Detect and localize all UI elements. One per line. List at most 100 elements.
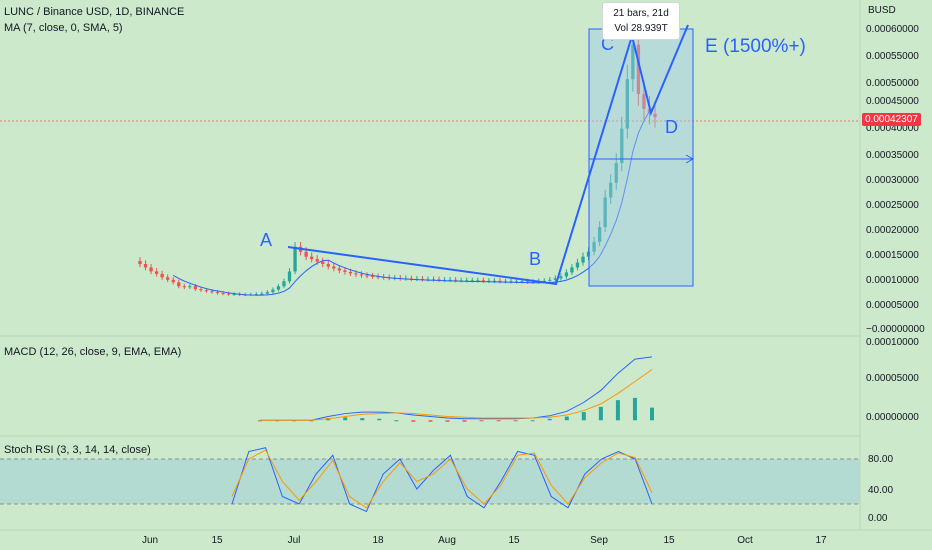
ma-line: [172, 104, 656, 296]
candle-body: [326, 264, 330, 267]
macd-pane: [258, 356, 654, 422]
candle-body: [149, 267, 153, 272]
macd-axis[interactable]: 0.00010000 0.00005000 0.00000000: [866, 337, 919, 423]
candle-body: [492, 280, 497, 282]
currency-label: BUSD: [868, 5, 896, 16]
candle-body: [210, 291, 214, 293]
candle-body: [525, 281, 530, 283]
macd-signal-line: [260, 369, 653, 421]
candle-body: [254, 294, 258, 296]
candle-body: [182, 286, 186, 288]
macd-line: [260, 356, 653, 421]
candle-body: [265, 292, 270, 294]
candle-body: [592, 241, 596, 252]
macd-tick-label: 0.00005000: [866, 373, 919, 384]
stoch-rsi-pane: [0, 447, 860, 513]
macd-hist-bar: [632, 397, 637, 421]
candle-body: [143, 264, 148, 268]
candle-body: [348, 271, 353, 274]
candle-body: [481, 280, 485, 282]
macd-hist-bar: [377, 418, 382, 421]
price-axis[interactable]: 0.00060000 0.00055000 0.00050000 0.00045000…: [866, 24, 925, 335]
macd-hist-bar: [650, 407, 654, 421]
stoch-tick-label: 40.00: [868, 485, 893, 496]
candle-body: [359, 274, 364, 276]
symbol-title[interactable]: LUNC / Binance USD, 1D, BINANCE: [4, 6, 185, 18]
candle-body: [514, 281, 519, 283]
date-range-box[interactable]: [588, 28, 694, 287]
measure-tooltip: 21 bars, 21d Vol 28.939T: [602, 2, 680, 40]
time-tick-label: 17: [815, 535, 827, 546]
macd-hist-bar: [598, 406, 603, 421]
macd-hist-bar: [547, 418, 552, 421]
candle-body: [282, 281, 286, 287]
price-tick-label: 0.00060000: [866, 24, 919, 35]
time-tick-label: Aug: [438, 535, 456, 546]
time-tick-label: 18: [372, 535, 384, 546]
candle-body: [138, 260, 142, 265]
price-tick-label: −0.00000000: [866, 324, 925, 335]
drawings[interactable]: A B C D E (1500%+): [260, 24, 806, 287]
macd-legend[interactable]: MACD (12, 26, close, 9, EMA, EMA): [4, 346, 182, 358]
candle-body: [171, 279, 175, 283]
macd-hist-bar: [581, 412, 586, 421]
candle-body: [609, 182, 613, 198]
stoch-tick-label: 80.00: [868, 454, 893, 465]
candle-body: [476, 280, 480, 282]
candle-body: [603, 197, 607, 228]
tooltip-bars: 21 bars, 21d: [613, 8, 669, 19]
candle-body: [304, 251, 308, 257]
candle-body: [636, 44, 641, 95]
candle-body: [177, 282, 181, 287]
candle-body: [260, 293, 264, 295]
candle-body: [166, 277, 170, 280]
last-price-tag: 0.00042307: [862, 113, 921, 126]
candle-body: [564, 272, 569, 277]
label-b: B: [529, 249, 541, 269]
price-tick-label: 0.00015000: [866, 250, 919, 261]
price-tick-label: 0.00010000: [866, 275, 919, 286]
ma-legend[interactable]: MA (7, close, 0, SMA, 5): [4, 22, 123, 34]
macd-hist-bar: [479, 420, 484, 422]
time-axis[interactable]: Jun 15 Jul 18 Aug 15 Sep 15 Oct 17: [142, 535, 827, 546]
time-tick-label: 15: [663, 535, 675, 546]
stoch-legend[interactable]: Stoch RSI (3, 3, 14, 14, close): [4, 444, 151, 456]
candle-body: [293, 246, 297, 272]
candle-body: [542, 280, 546, 282]
candle-body: [642, 94, 646, 109]
candle-body: [453, 279, 458, 281]
macd-hist-bar: [360, 418, 365, 421]
candle-body: [287, 271, 292, 282]
candle-body: [370, 275, 375, 277]
time-tick-label: 15: [508, 535, 520, 546]
price-tick-label: 0.00005000: [866, 300, 919, 311]
candle-body: [559, 276, 563, 279]
candle-body: [625, 79, 629, 129]
candle-body: [226, 293, 231, 295]
stoch-k-line: [231, 447, 653, 513]
candle-body: [321, 261, 325, 265]
time-tick-label: Sep: [590, 535, 608, 546]
candle-body: [332, 266, 336, 269]
macd-hist-bar: [462, 420, 467, 422]
candle-body: [614, 163, 618, 183]
candle-body: [631, 44, 635, 80]
macd-hist-bar: [513, 420, 518, 422]
macd-tick-label: 0.00000000: [866, 412, 919, 423]
tooltip-volume: Vol 28.939T: [614, 23, 668, 34]
candle-body: [310, 256, 314, 260]
macd-hist-bar: [411, 420, 416, 422]
stoch-axis[interactable]: 80.00 40.00 0.00: [868, 454, 893, 524]
candle-body: [204, 290, 209, 292]
candle-body: [448, 279, 452, 281]
stoch-tick-label: 0.00: [868, 513, 888, 524]
stoch-band-fill: [0, 459, 860, 504]
candle-body: [548, 279, 552, 281]
price-tick-label: 0.00030000: [866, 175, 919, 186]
time-tick-label: 15: [211, 535, 223, 546]
candle-body: [188, 286, 192, 288]
macd-hist-bar: [530, 420, 535, 422]
candle-body: [620, 128, 624, 164]
macd-hist-bar: [343, 417, 348, 421]
